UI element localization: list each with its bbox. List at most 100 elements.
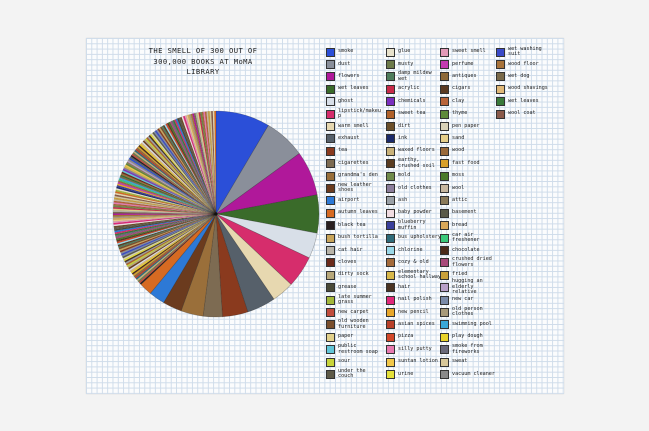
- pie-slice: [120, 213, 217, 256]
- pie-slice: [118, 213, 217, 250]
- legend-label: lipstick/makeup: [338, 107, 381, 119]
- legend-label: acrylic: [398, 85, 420, 92]
- legend-item: glue: [386, 44, 442, 60]
- legend-swatch: [440, 109, 449, 119]
- pie-slice: [162, 124, 217, 215]
- legend-swatch: [386, 295, 395, 305]
- legend-swatch: [496, 84, 505, 94]
- legend-swatch: [386, 233, 395, 243]
- pie-slice: [143, 139, 217, 215]
- pie-slice: [206, 111, 217, 215]
- pie-center-dot: [214, 212, 218, 216]
- legend-item: dirt: [386, 118, 442, 134]
- pie-slice: [140, 213, 217, 294]
- legend-item: wet leaves: [326, 81, 382, 97]
- legend-label: sweet tea: [398, 110, 426, 117]
- legend-label: grease: [338, 283, 357, 290]
- pie-slice: [116, 186, 217, 215]
- pie-slice: [203, 111, 217, 215]
- legend-item: old person clothes: [440, 304, 496, 320]
- legend-item: ash: [386, 193, 442, 209]
- legend-label: asian spices: [398, 321, 435, 328]
- legend-item: damp mildew wet: [386, 69, 442, 85]
- legend-swatch: [386, 121, 395, 131]
- legend-swatch: [326, 134, 335, 144]
- legend-item: sour: [326, 354, 382, 370]
- legend-swatch: [440, 295, 449, 305]
- pie-slice: [115, 213, 217, 239]
- legend-swatch: [386, 171, 395, 181]
- legend-label: wet leaves: [508, 97, 539, 104]
- legend-label: exhaust: [338, 135, 360, 142]
- pie-slice: [137, 213, 217, 283]
- legend-label: elementary school hallway: [398, 268, 441, 281]
- legend-item: wool: [440, 180, 496, 196]
- legend-swatch: [386, 97, 395, 107]
- pie-slice: [215, 194, 320, 234]
- legend-label: chocolate: [452, 246, 480, 253]
- pie-slice: [157, 128, 217, 215]
- legend-label: new carpet: [338, 308, 369, 315]
- legend-swatch: [386, 270, 395, 280]
- legend-label: dirt: [398, 122, 411, 129]
- pie-slice: [186, 114, 217, 215]
- legend-label: wet leaves: [338, 85, 369, 92]
- legend-item: fast food: [440, 156, 496, 172]
- legend-item: antiques: [440, 69, 496, 85]
- pie-slice: [129, 213, 217, 273]
- legend-item: baby powder: [386, 205, 442, 221]
- legend-item: silly putty: [386, 342, 442, 358]
- pie-slice: [164, 124, 217, 215]
- legend-item: suntan lotion: [386, 354, 442, 370]
- legend-swatch: [326, 183, 335, 193]
- pie-slice: [114, 194, 217, 215]
- legend-item: cozy & old: [386, 255, 442, 271]
- legend-label: earthy, crushed soil: [398, 157, 435, 169]
- legend-item: under the couch: [326, 366, 382, 382]
- pie-slice: [112, 208, 217, 215]
- legend-column: sweet smell perfume antiques cigars clay thym…: [440, 44, 496, 384]
- legend-label: wood floor: [508, 60, 539, 67]
- legend-item: waxed floors: [386, 143, 442, 159]
- legend-item: musty: [386, 56, 442, 72]
- legend-label: damp mildew wet: [398, 70, 432, 82]
- pie-slice: [207, 111, 217, 215]
- pie-slice: [124, 213, 217, 263]
- pie-slice: [136, 213, 217, 282]
- legend-item: new pencil: [386, 304, 442, 320]
- pie-slice: [166, 122, 217, 215]
- legend-item: crushed dried flowers: [440, 255, 496, 271]
- pie-slice: [120, 172, 217, 215]
- legend-label: nail polish: [398, 296, 432, 303]
- legend-swatch: [386, 72, 395, 82]
- legend-swatch: [326, 171, 335, 181]
- pie-slice: [122, 213, 217, 260]
- pie-slice: [127, 160, 217, 215]
- pie-slice: [120, 174, 217, 215]
- legend-label: play dough: [452, 333, 483, 340]
- legend-label: wood shavings: [508, 85, 548, 92]
- pie-slice: [200, 111, 217, 215]
- legend-label: tea: [338, 147, 348, 154]
- legend-label: paper: [338, 333, 354, 340]
- legend-swatch: [326, 59, 335, 69]
- pie-slice: [119, 177, 217, 215]
- legend-item: perfume: [440, 56, 496, 72]
- pie-slice: [172, 119, 217, 215]
- legend-label: car air freshener: [452, 231, 480, 243]
- legend: smoke dust flowers wet leaves ghost lipstick/…: [326, 44, 552, 384]
- legend-item: smoke: [326, 44, 382, 60]
- legend-item: paper: [326, 329, 382, 345]
- legend-swatch: [386, 345, 395, 355]
- legend-item: public restroom soap: [326, 342, 382, 358]
- legend-label: cloves: [338, 259, 357, 266]
- legend-item: sand: [440, 131, 496, 147]
- legend-label: pen paper: [452, 122, 480, 129]
- pie-slice: [215, 124, 300, 215]
- legend-item: old clothes: [386, 180, 442, 196]
- pie-slice: [123, 167, 217, 215]
- legend-item: asian spices: [386, 317, 442, 333]
- pie-slice: [179, 116, 217, 215]
- pie-slice: [211, 110, 217, 215]
